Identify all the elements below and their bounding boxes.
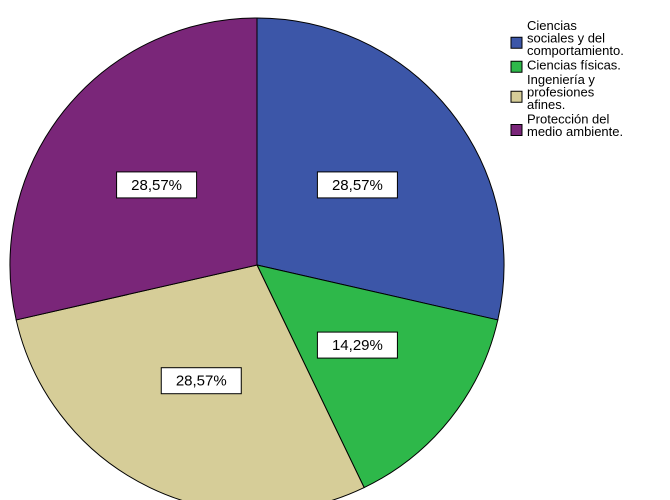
legend-label: Ingeniería y profesiones afines. xyxy=(527,72,595,112)
pie-data-label: 14,29% xyxy=(316,331,398,359)
pie-data-label: 28,57% xyxy=(160,367,242,395)
pie-data-labels: 28,57% 14,29% 28,57% 28,57% xyxy=(116,171,398,395)
pie-slice xyxy=(256,17,505,321)
pie-data-label-text: 28,57% xyxy=(332,177,383,194)
legend-swatch xyxy=(510,60,523,73)
pie-data-label-box xyxy=(160,367,242,395)
legend-label: Ciencias sociales y del comportamiento. xyxy=(527,18,624,58)
pie-data-label-text: 28,57% xyxy=(176,373,227,390)
legend-entry: Ciencias sociales y del comportamiento. xyxy=(510,18,624,58)
pie-slice xyxy=(256,264,499,489)
legend-swatch xyxy=(510,36,523,49)
legend-label: Protección del medio ambiente. xyxy=(527,112,623,140)
legend-swatch xyxy=(510,124,523,136)
legend: Ciencias sociales y del comportamiento.Cie… xyxy=(510,18,624,140)
legend-entry: Ciencias físicas. xyxy=(510,58,621,73)
legend-label: Ciencias físicas. xyxy=(527,58,621,73)
pie-data-label-text: 14,29% xyxy=(332,337,383,354)
legend-swatch xyxy=(510,90,523,103)
pie-data-label-box xyxy=(316,171,398,199)
pie-data-label-box xyxy=(116,171,198,199)
pie-slices xyxy=(9,17,505,500)
pie-data-label: 28,57% xyxy=(116,171,198,199)
legend-entry: Protección del medio ambiente. xyxy=(510,112,623,140)
legend-entry: Ingeniería y profesiones afines. xyxy=(510,72,595,112)
pie-slice xyxy=(9,17,258,321)
pie-data-label: 28,57% xyxy=(316,171,398,199)
pie-data-label-text: 28,57% xyxy=(131,177,182,194)
pie-data-label-box xyxy=(316,331,398,359)
